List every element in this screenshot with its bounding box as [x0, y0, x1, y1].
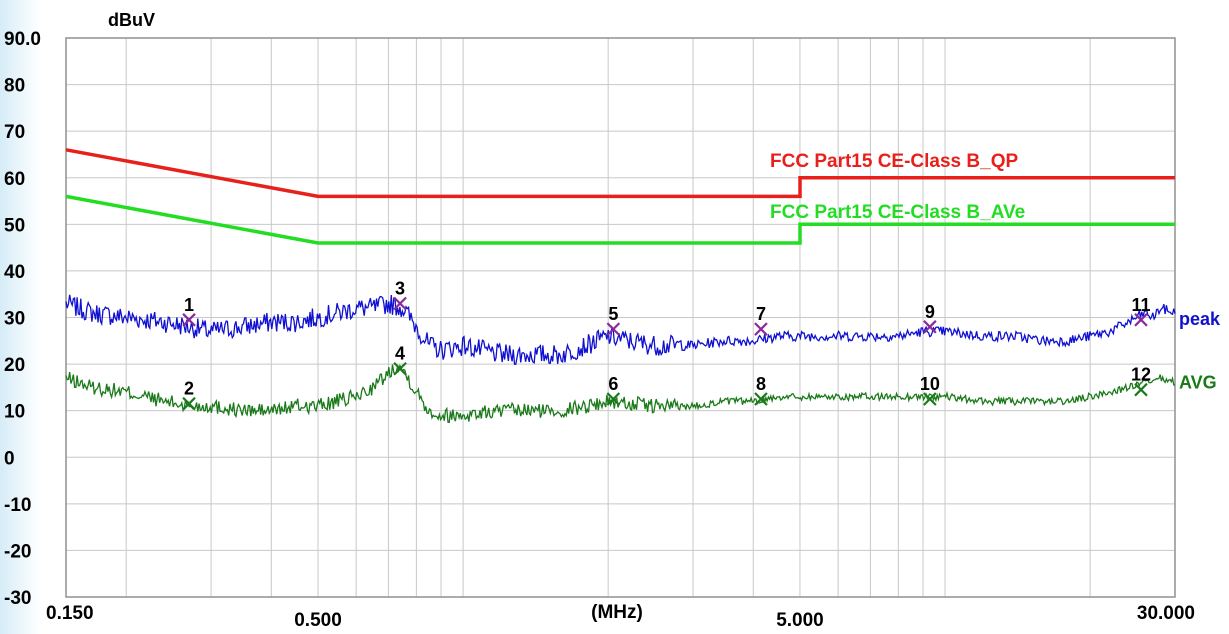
peak-trace — [65, 294, 1176, 365]
qp-limit-label: FCC Part15 CE-Class B_QP — [770, 151, 1018, 172]
peak-series-label: peak — [1179, 309, 1221, 329]
y-axis-label: dBuV — [108, 10, 155, 30]
marker-4-label: 4 — [395, 344, 405, 364]
avg-trace — [65, 363, 1175, 424]
marker-10-x — [923, 392, 937, 406]
marker-11-label: 11 — [1131, 295, 1150, 315]
marker-9-label: 9 — [925, 302, 935, 322]
y-tick-label: 60 — [4, 169, 25, 190]
y-tick-label: 20 — [4, 355, 25, 376]
x-tick-label: 30.000 — [1137, 603, 1195, 624]
y-tick-label: 70 — [4, 122, 25, 143]
marker-5-label: 5 — [608, 304, 618, 324]
marker-9-x — [923, 320, 937, 334]
marker-3-label: 3 — [395, 279, 405, 299]
y-tick-label: 50 — [4, 215, 25, 236]
marker-6-label: 6 — [608, 374, 618, 394]
x-tick-label: 5.000 — [776, 610, 824, 631]
y-tick-label: 90.0 — [4, 29, 41, 50]
marker-1-x — [182, 313, 196, 327]
marker-2-x — [182, 396, 196, 411]
marker-6-x — [606, 392, 621, 406]
marker-4-x — [393, 361, 407, 376]
y-tick-label: -10 — [4, 495, 31, 516]
marker-3-x — [393, 296, 407, 311]
y-tick-label: -30 — [4, 588, 31, 609]
marker-7-x — [754, 322, 768, 336]
x-axis-label: (MHz) — [591, 602, 643, 623]
avg-series-label: AVG — [1179, 373, 1217, 393]
marker-2-label: 2 — [184, 379, 194, 399]
ave-limit-line — [65, 194, 1175, 245]
marker-1-label: 1 — [184, 295, 194, 315]
ave-limit-label: FCC Part15 CE-Class B_AVe — [770, 202, 1025, 223]
marker-12-label: 12 — [1131, 365, 1151, 385]
y-tick-label: 40 — [4, 262, 25, 283]
marker-11-x — [1134, 313, 1148, 327]
y-tick-label: 80 — [4, 76, 25, 97]
marker-7-label: 7 — [756, 304, 766, 324]
x-tick-label: 0.150 — [46, 603, 94, 624]
x-tick-label: 0.500 — [294, 610, 342, 631]
marker-12-x — [1134, 382, 1148, 397]
marker-5-x — [606, 322, 621, 336]
marker-8-label: 8 — [756, 374, 766, 394]
y-tick-label: 30 — [4, 309, 25, 330]
qp-limit-line — [65, 148, 1175, 199]
y-tick-label: -20 — [4, 541, 31, 562]
plot-frame — [65, 37, 1176, 598]
marker-10-label: 10 — [920, 374, 940, 394]
y-tick-label: 0 — [4, 448, 15, 469]
marker-8-x — [754, 392, 768, 406]
y-tick-label: 10 — [4, 402, 25, 423]
